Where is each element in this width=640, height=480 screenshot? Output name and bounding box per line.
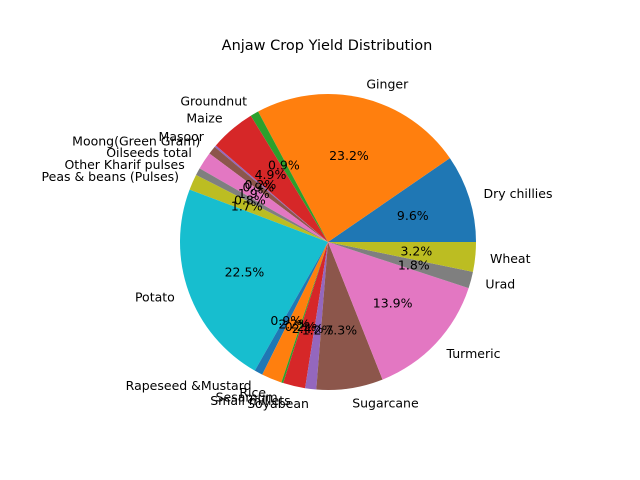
slice-percent-peas-beans-pulses: 1.7% [231, 199, 263, 214]
pie-slice-wheat [328, 242, 476, 272]
slice-label-sugarcane: Sugarcane [352, 395, 419, 410]
pie-slice-maize [215, 115, 328, 242]
slice-label-rapeseed-mustard: Rapeseed &Mustard [126, 378, 252, 393]
pie-slice-masoor [214, 145, 328, 242]
slice-percent-maize: 4.9% [255, 167, 287, 182]
slice-percent-oilseeds-total: 1.9% [238, 186, 270, 201]
slice-percent-sesamum: 0.2% [285, 319, 317, 334]
pie-slice-dry-chillies [328, 158, 476, 242]
slice-label-turmeric: Turmeric [446, 346, 501, 361]
slice-percent-rice: 2.2% [278, 317, 310, 332]
slice-label-potato: Potato [135, 290, 175, 305]
pie-slices [179, 93, 476, 390]
slice-label-dry-chillies: Dry chillies [483, 186, 552, 201]
slice-percent-dry-chillies: 9.6% [397, 208, 429, 223]
slice-percent-other-kharif-pulses: 0.8% [234, 192, 266, 207]
pie-slice-potato [179, 189, 328, 371]
pie-slice-moong-green-gram [209, 146, 328, 242]
slice-label-sesamum: Sesamum [216, 389, 278, 404]
slice-label-rice: Rice [239, 385, 266, 400]
slice-label-maize: Maize [186, 110, 222, 125]
slice-label-moong-green-gram: Moong(Green Gram) [72, 133, 200, 148]
slice-percent-moong-green-gram: 0.9% [242, 179, 274, 194]
pie-slice-rapeseed-mustard [254, 242, 328, 375]
slice-percent-rapeseed-mustard: 0.9% [270, 313, 302, 328]
slice-percent-groundnut: 0.9% [268, 157, 300, 172]
pie-slice-sugarcane [316, 242, 383, 390]
slice-percent-potato: 22.5% [225, 265, 265, 280]
slice-label-oilseeds-total: Oilseeds total [106, 145, 192, 160]
slice-label-other-kharif-pulses: Other Kharif pulses [64, 157, 184, 172]
slice-percent-ginger: 23.2% [329, 148, 369, 163]
pie-slice-soyabean [305, 242, 328, 390]
slice-percent-sugarcane: 7.3% [325, 322, 357, 337]
pie-slice-ginger [258, 93, 450, 243]
slice-percent-wheat: 3.2% [400, 244, 432, 259]
slice-label-groundnut: Groundnut [180, 93, 247, 108]
pie-slice-other-kharif-pulses [196, 168, 328, 242]
slice-percent-masoor: 0.2% [244, 177, 276, 192]
pie-slice-oilseeds-total [199, 153, 328, 242]
pie-slice-small-millets [283, 242, 328, 389]
pie-slice-rice [262, 242, 328, 383]
slice-label-masoor: Masoor [159, 129, 205, 144]
slice-percent-labels: 9.6%23.2%0.9%4.9%0.2%0.9%1.9%0.8%1.7%22.… [225, 148, 433, 337]
slice-percent-small-millets: 2.4% [292, 321, 324, 336]
slice-percent-turmeric: 13.9% [373, 295, 413, 310]
slice-percent-urad: 1.8% [398, 257, 430, 272]
slice-percent-soyabean: 1.2% [302, 323, 334, 338]
slice-label-soyabean: Soyabean [247, 396, 309, 411]
slice-label-small-millets: Small millets [210, 393, 290, 408]
chart-title: Anjaw Crop Yield Distribution [222, 38, 433, 54]
slice-label-urad: Urad [485, 276, 515, 291]
pie-slice-groundnut [250, 111, 328, 242]
pie-slice-peas-beans-pulses [189, 175, 328, 242]
pie-slice-sesamum [281, 242, 328, 384]
pie-slice-urad [328, 242, 473, 289]
slice-label-ginger: Ginger [366, 76, 409, 91]
slice-labels: Dry chillies Ginger Groundnut Maize MasoorMo… [42, 76, 553, 411]
pie-slice-turmeric [328, 242, 469, 380]
slice-label-peas-beans-pulses: Peas & beans (Pulses) [42, 169, 180, 184]
slice-label-wheat: Wheat [490, 251, 531, 266]
